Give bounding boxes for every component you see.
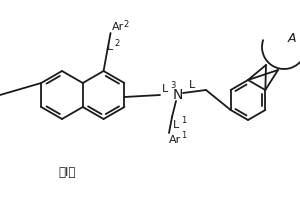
Text: 3: 3 xyxy=(170,81,176,90)
Text: L: L xyxy=(173,120,179,130)
Text: Ar: Ar xyxy=(112,22,124,32)
Text: 1: 1 xyxy=(181,116,186,125)
Text: L: L xyxy=(162,84,168,94)
Text: N: N xyxy=(173,88,183,102)
Text: 2: 2 xyxy=(115,39,120,48)
Text: （I）: （I） xyxy=(58,166,76,178)
Text: 1: 1 xyxy=(181,131,186,140)
Text: Ar: Ar xyxy=(169,135,181,145)
Text: A: A xyxy=(288,32,296,46)
Text: L: L xyxy=(189,80,195,90)
Text: L: L xyxy=(106,42,113,52)
Text: 2: 2 xyxy=(124,20,129,29)
